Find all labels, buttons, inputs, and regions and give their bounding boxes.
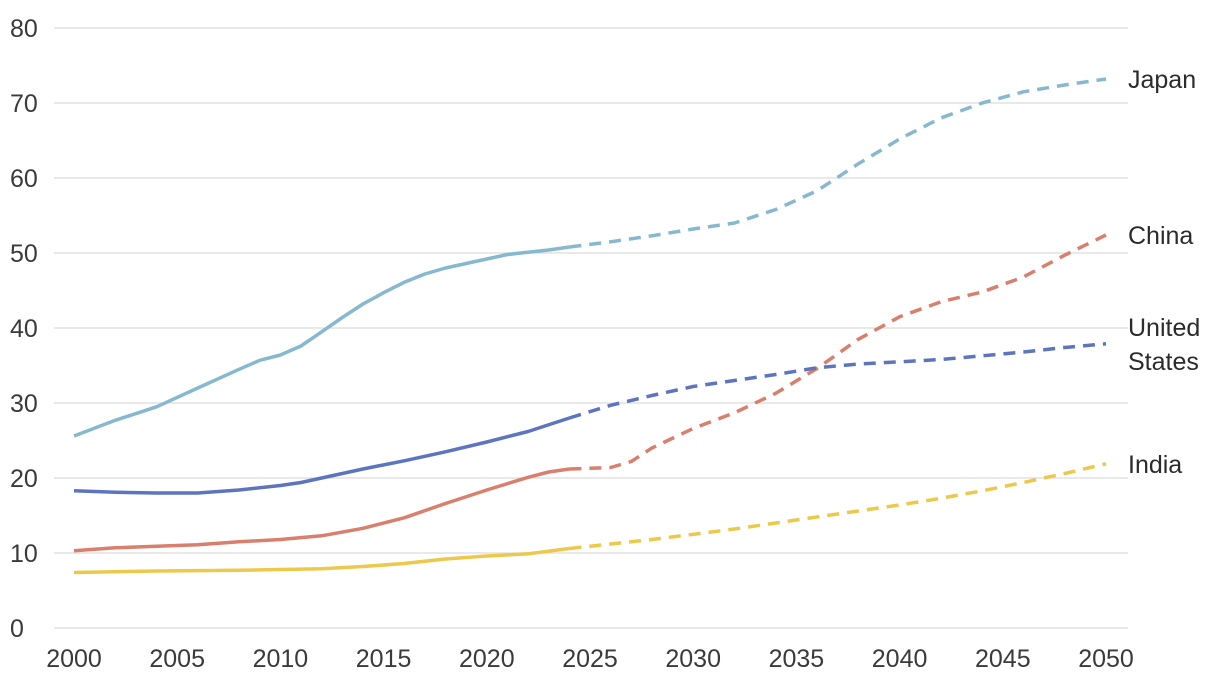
y-tick-label: 0 (10, 615, 24, 643)
x-axis: 2000 2005 2010 2015 2020 2025 2030 2035 2040 2045… (46, 645, 1134, 673)
series-line-china-historical (73, 467, 570, 553)
series-labels: Japan China United States India (1128, 66, 1200, 479)
x-tick-label: 2035 (769, 645, 825, 673)
x-tick-label: 2015 (356, 645, 412, 673)
x-tick-label: 2020 (459, 645, 515, 673)
y-tick-label: 10 (10, 540, 38, 568)
series-label-line: India (1128, 451, 1182, 479)
y-tick-label: 30 (10, 390, 38, 418)
x-tick-label: 2000 (46, 645, 102, 673)
series-label-japan: Japan (1128, 66, 1196, 94)
x-tick-label: 2025 (562, 645, 618, 673)
x-tick-label: 2050 (1078, 645, 1134, 673)
series-line-united-states-historical (73, 416, 570, 495)
x-tick-label: 2010 (253, 645, 309, 673)
series-line-china-projected (569, 233, 1107, 471)
x-tick-label: 2045 (975, 645, 1031, 673)
series-line-united-states-projected (568, 342, 1107, 420)
y-tick-label: 80 (10, 15, 38, 43)
grid (54, 27, 1128, 629)
series-label-united-states: United States (1128, 314, 1200, 376)
y-tick-label: 50 (10, 240, 38, 268)
series-line-india-projected (569, 462, 1107, 551)
y-tick-label: 20 (10, 465, 38, 493)
series-line-india-historical (73, 546, 570, 575)
x-tick-label: 2005 (149, 645, 205, 673)
y-tick-label: 60 (10, 165, 38, 193)
y-axis: 0 10 20 30 40 50 60 70 80 (10, 15, 38, 643)
y-tick-label: 40 (10, 315, 38, 343)
series-label-line: China (1128, 222, 1193, 250)
series-label-india: India (1128, 451, 1182, 479)
series-label-line: States (1128, 348, 1199, 376)
series-label-line: Japan (1128, 66, 1196, 94)
series-line-japan-historical (73, 245, 570, 438)
x-tick-label: 2040 (872, 645, 928, 673)
series-line-japan-projected (569, 77, 1107, 249)
x-tick-label: 2030 (665, 645, 721, 673)
series-label-line: United (1128, 314, 1200, 342)
y-tick-label: 70 (10, 90, 38, 118)
series-group (73, 77, 1107, 575)
series-label-china: China (1128, 222, 1193, 250)
